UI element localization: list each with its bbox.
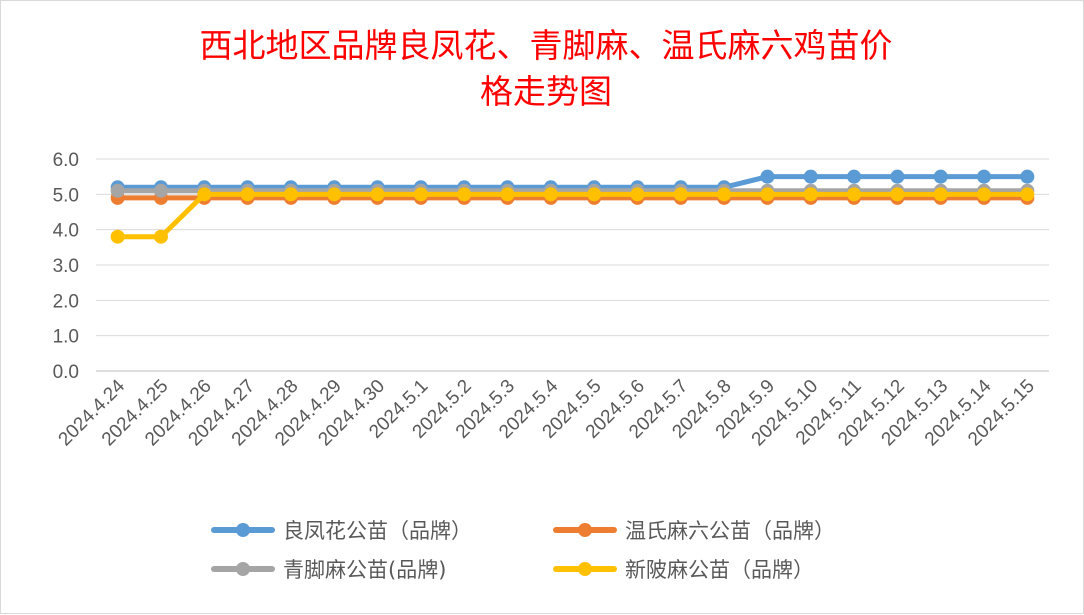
chart-title: 西北地区品牌良凤花、青脚麻、温氏麻六鸡苗价 格走势图 (81, 23, 1011, 115)
legend-swatch-xinpima (553, 554, 617, 584)
data-point (153, 229, 168, 244)
data-point (457, 187, 472, 202)
data-point (630, 187, 645, 202)
data-point (500, 187, 515, 202)
legend-swatch-qingjiaoma (211, 554, 275, 584)
legend-label: 青脚麻公苗(品牌) (283, 558, 447, 582)
y-tick-label: 3.0 (53, 256, 79, 277)
data-point (327, 187, 342, 202)
data-point (240, 187, 255, 202)
legend-item-qingjiaoma: 青脚麻公苗(品牌) (211, 554, 446, 584)
data-point (587, 187, 602, 202)
y-axis-ticks: 0.0 1.0 2.0 3.0 4.0 5.0 6.0 (53, 150, 79, 383)
y-tick-label: 6.0 (53, 150, 79, 171)
legend-marker (578, 523, 592, 537)
data-point (283, 187, 298, 202)
data-point (413, 187, 428, 202)
data-point (977, 187, 992, 202)
data-point (977, 169, 992, 184)
y-tick-label: 1.0 (53, 327, 79, 348)
series-lines (110, 169, 1035, 244)
data-point (760, 187, 775, 202)
series-line (115, 191, 1030, 240)
legend-item-liangfenghua: 良凤花公苗（品牌） (211, 515, 472, 545)
chart-title-line-2: 格走势图 (480, 72, 612, 111)
data-point (717, 187, 732, 202)
legend-swatch-wenshi (553, 515, 617, 545)
y-tick-label: 5.0 (53, 185, 79, 206)
data-point (933, 169, 948, 184)
legend-swatch-liangfenghua (211, 515, 275, 545)
data-point (110, 183, 125, 198)
y-tick-label: 0.0 (53, 362, 79, 383)
legend-label: 新陂麻公苗（品牌） (625, 558, 814, 582)
legend-label: 温氏麻六公苗（品牌） (625, 519, 835, 543)
chart-title-line-1: 西北地区品牌良凤花、青脚麻、温氏麻六鸡苗价 (199, 26, 893, 65)
legend-marker (578, 562, 592, 576)
data-point (890, 187, 905, 202)
series-3 (110, 187, 1035, 244)
data-point (110, 229, 125, 244)
data-point (760, 169, 775, 184)
legend-marker (236, 523, 250, 537)
data-point (673, 187, 688, 202)
legend-label: 良凤花公苗（品牌） (283, 519, 472, 543)
data-point (847, 169, 862, 184)
legend-marker (236, 562, 250, 576)
y-tick-label: 2.0 (53, 291, 79, 312)
series-line (115, 174, 1030, 190)
data-point (543, 187, 558, 202)
data-point (803, 169, 818, 184)
data-point (153, 183, 168, 198)
x-axis-ticks: 2024.4.242024.4.252024.4.262024.4.272024… (55, 375, 1039, 450)
data-point (370, 187, 385, 202)
legend-item-wenshi: 温氏麻六公苗（品牌） (553, 515, 835, 545)
data-point (197, 187, 212, 202)
y-tick-label: 4.0 (53, 221, 79, 242)
data-point (1020, 169, 1035, 184)
data-point (933, 187, 948, 202)
data-point (1020, 187, 1035, 202)
legend-item-xinpima: 新陂麻公苗（品牌） (553, 554, 814, 584)
data-point (847, 187, 862, 202)
data-point (890, 169, 905, 184)
data-point (803, 187, 818, 202)
